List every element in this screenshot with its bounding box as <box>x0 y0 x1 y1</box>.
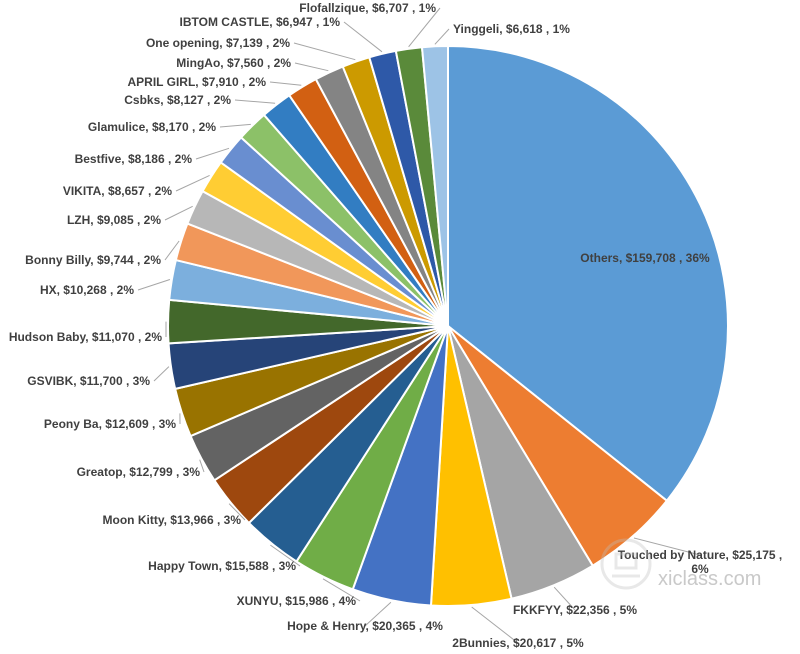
leader-line <box>269 81 302 86</box>
pie-slices <box>167 44 729 607</box>
data-label: FKKFYY, $22,356 , 5% <box>513 603 637 617</box>
leader-lines <box>137 7 701 644</box>
leader-line <box>364 601 392 627</box>
leader-line <box>228 503 246 521</box>
watermark-logo-icon <box>600 538 652 590</box>
leader-line <box>175 174 210 192</box>
leader-line <box>195 147 230 160</box>
leader-line <box>164 205 193 221</box>
data-label: Touched by Nature, $25,175 , 6% <box>618 548 783 576</box>
leader-line <box>219 123 251 128</box>
leader-line <box>294 62 329 72</box>
data-label: Yinggeli, $6,618 , 1% <box>453 22 570 36</box>
pie-slice-yinggeli <box>420 44 449 327</box>
data-label: Moon Kitty, $13,966 , 3% <box>103 513 242 527</box>
data-label: MingAo, $7,560 , 2% <box>176 56 291 70</box>
leader-line <box>164 240 180 261</box>
watermark: xiclass.com <box>596 534 796 604</box>
data-label: Hudson Baby, $11,070 , 2% <box>9 330 163 344</box>
data-labels: Others, $159,708 , 36% Touched by Nature,… <box>9 1 782 650</box>
leader-line <box>270 544 301 567</box>
data-label: LZH, $9,085 , 2% <box>67 213 161 227</box>
data-label: Csbks, $8,127 , 2% <box>124 93 231 107</box>
data-label: Greatop, $12,799 , 3% <box>77 465 201 479</box>
data-label: Hope & Henry, $20,365 , 4% <box>287 619 443 633</box>
data-label: Others, $159,708 , 36% <box>580 251 710 265</box>
data-label: Bonny Billy, $9,744 , 2% <box>25 253 161 267</box>
data-label: Happy Town, $15,588 , 3% <box>148 559 296 573</box>
data-label: VIKITA, $8,657 , 2% <box>63 184 172 198</box>
data-label: APRIL GIRL, $7,910 , 2% <box>128 75 267 89</box>
data-label: GSVIBK, $11,700 , 3% <box>27 374 150 388</box>
leader-line <box>408 7 441 48</box>
data-label: Bestfive, $8,186 , 2% <box>75 152 193 166</box>
leader-line <box>471 606 519 644</box>
data-label: IBTOM CASTLE, $6,947 , 1% <box>180 15 341 29</box>
leader-line <box>434 28 450 45</box>
leader-line <box>293 42 356 61</box>
data-label: 2Bunnies, $20,617 , 5% <box>452 636 584 650</box>
leader-line <box>343 21 383 53</box>
leader-line <box>199 459 205 473</box>
leader-line <box>633 537 701 556</box>
data-label: XUNYU, $15,986 , 4% <box>237 594 357 608</box>
leader-line <box>234 99 276 104</box>
leader-line <box>137 279 171 291</box>
pie-slice-others <box>447 44 729 503</box>
leader-line <box>553 586 576 611</box>
data-label: Flofallzique, $6,707 , 1% <box>299 1 436 15</box>
data-label: One opening, $7,139 , 2% <box>146 36 290 50</box>
leader-line <box>153 366 170 382</box>
watermark-site: xiclass.com <box>658 568 762 590</box>
data-label: Peony Ba, $12,609 , 3% <box>44 417 176 431</box>
data-label: Glamulice, $8,170 , 2% <box>88 120 216 134</box>
data-label: HX, $10,268 , 2% <box>40 283 134 297</box>
leader-line <box>322 578 361 602</box>
